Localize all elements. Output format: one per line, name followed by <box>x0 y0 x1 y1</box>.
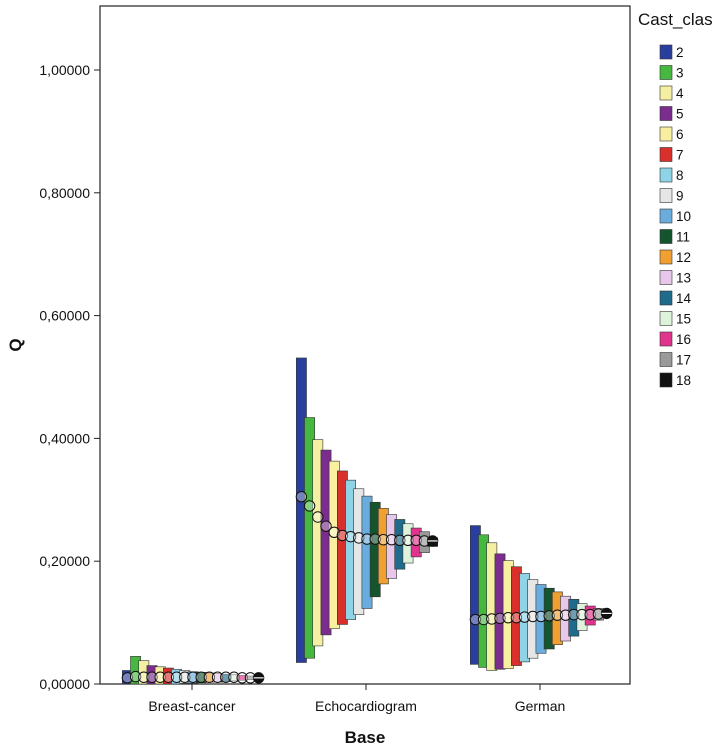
close-marker-german-15 <box>576 608 588 621</box>
x-tick-label: German <box>515 698 566 714</box>
close-marker-german-7 <box>510 611 523 624</box>
close-marker-breast-cancer-6 <box>154 671 166 683</box>
legend-label-14: 14 <box>676 291 692 306</box>
y-tick-label: 0,40000 <box>39 430 90 446</box>
x-axis: Breast-cancer Echocardiogram German <box>148 684 565 714</box>
close-marker-breast-cancer-4 <box>138 671 150 683</box>
legend-label-18: 18 <box>676 373 691 388</box>
x-tick-label: Breast-cancer <box>148 698 235 714</box>
close-marker-breast-cancer-10 <box>187 671 199 683</box>
close-marker-german-8 <box>518 611 531 623</box>
legend-swatch-10 <box>659 208 673 224</box>
legend-label-8: 8 <box>676 168 684 183</box>
close-marker-breast-cancer-3 <box>129 670 142 683</box>
close-marker-breast-cancer-8 <box>170 671 183 683</box>
legend: 2 3 4 5 6 7 8 9 10 11 12 13 14 15 16 17 18 <box>659 44 692 388</box>
legend-swatch-3 <box>659 65 673 80</box>
legend-label-13: 13 <box>676 271 691 286</box>
legend-title: Cast_clas <box>638 10 713 29</box>
close-marker-german-10 <box>535 610 547 623</box>
legend-swatch-11 <box>659 229 673 244</box>
legend-label-16: 16 <box>676 332 691 347</box>
bar-group <box>122 357 612 685</box>
legend-label-2: 2 <box>676 45 684 60</box>
legend-swatch-5 <box>659 106 673 121</box>
legend-label-7: 7 <box>676 148 684 163</box>
legend-label-11: 11 <box>676 230 690 245</box>
legend-swatch-17 <box>659 352 673 367</box>
close-marker-breast-cancer-2 <box>121 672 134 684</box>
close-marker-german-5 <box>494 612 506 625</box>
close-marker-breast-cancer-16 <box>236 672 248 684</box>
close-marker-breast-cancer-12 <box>203 671 216 683</box>
close-marker-echocardiogram-14 <box>394 534 406 547</box>
close-marker-echocardiogram-15 <box>402 534 414 547</box>
y-axis: 0,00000 0,20000 0,40000 0,60000 0,80000 1,000… <box>39 62 100 692</box>
close-marker-echocardiogram-10 <box>361 533 373 545</box>
legend-label-5: 5 <box>676 107 684 122</box>
legend-swatch-15 <box>659 311 673 326</box>
close-marker-breast-cancer-11 <box>195 671 207 683</box>
close-marker-german-6 <box>502 611 514 624</box>
y-tick-label: 0,20000 <box>39 553 90 569</box>
close-marker-german-16 <box>584 608 596 621</box>
close-marker-breast-cancer-13 <box>211 671 224 683</box>
legend-label-17: 17 <box>676 353 691 368</box>
close-marker-echocardiogram-8 <box>344 530 357 543</box>
y-tick-label: 0,00000 <box>39 676 90 692</box>
legend-label-10: 10 <box>676 209 691 224</box>
legend-label-12: 12 <box>676 250 691 265</box>
legend-label-9: 9 <box>676 189 684 204</box>
close-marker-breast-cancer-7 <box>162 671 175 683</box>
legend-label-15: 15 <box>676 312 691 327</box>
y-tick-label: 0,60000 <box>39 308 90 324</box>
x-tick-label: Echocardiogram <box>315 698 417 714</box>
legend-label-3: 3 <box>676 66 684 81</box>
legend-swatch-12 <box>659 249 673 265</box>
y-axis-title: Q <box>6 338 25 351</box>
close-marker-echocardiogram-9 <box>353 532 365 544</box>
legend-swatch-7 <box>659 147 673 162</box>
close-marker-echocardiogram-3 <box>303 500 316 512</box>
legend-swatch-2 <box>659 44 673 60</box>
close-marker-german-3 <box>477 613 490 626</box>
legend-swatch-6 <box>659 126 673 142</box>
close-marker-echocardiogram-7 <box>336 529 349 542</box>
close-marker-echocardiogram-4 <box>312 511 324 523</box>
legend-swatch-9 <box>659 188 673 203</box>
x-axis-title: Base <box>345 728 386 747</box>
legend-swatch-18 <box>659 372 673 388</box>
close-markers <box>121 491 613 684</box>
close-marker-echocardiogram-12 <box>377 534 390 546</box>
close-marker-echocardiogram-11 <box>369 533 381 545</box>
close-marker-german-9 <box>527 610 539 623</box>
close-marker-echocardiogram-13 <box>385 534 398 546</box>
close-marker-echocardiogram-2 <box>295 491 308 503</box>
legend-swatch-8 <box>659 167 673 183</box>
legend-label-4: 4 <box>676 86 684 101</box>
close-marker-german-13 <box>559 609 572 621</box>
close-marker-german-4 <box>486 613 498 625</box>
close-marker-echocardiogram-5 <box>320 520 332 532</box>
plot-frame <box>99 5 631 685</box>
y-tick-label: 1,00000 <box>39 62 90 78</box>
close-marker-breast-cancer-5 <box>146 671 158 683</box>
close-marker-breast-cancer-15 <box>228 671 240 683</box>
close-marker-german-12 <box>551 609 564 621</box>
close-marker-german-14 <box>568 608 580 621</box>
close-marker-german-11 <box>543 610 555 622</box>
y-tick-label: 0,80000 <box>39 185 90 201</box>
close-marker-german-2 <box>469 613 482 626</box>
close-marker-echocardiogram-16 <box>410 534 422 547</box>
legend-swatch-14 <box>659 290 673 306</box>
close-marker-breast-cancer-9 <box>179 671 191 683</box>
legend-swatch-4 <box>659 85 673 101</box>
legend-label-6: 6 <box>676 127 684 142</box>
legend-swatch-16 <box>659 331 673 347</box>
legend-swatch-13 <box>659 270 673 285</box>
close-marker-breast-cancer-14 <box>220 671 232 683</box>
